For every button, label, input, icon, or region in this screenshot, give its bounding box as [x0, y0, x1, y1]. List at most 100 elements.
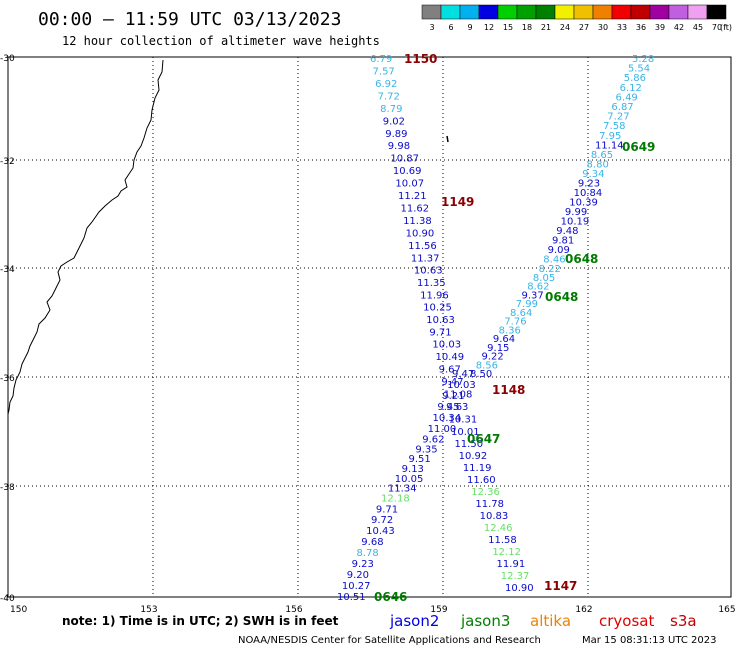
- wave-height-label: 8.80: [587, 160, 609, 171]
- wave-height-label: 11.00: [428, 424, 457, 435]
- wave-height-label: 11.14: [595, 140, 624, 151]
- latitude-tick-label: -38: [0, 483, 15, 493]
- wave-height-label: 9.45: [437, 402, 459, 413]
- wave-height-label: 10.25: [423, 303, 452, 314]
- wave-height-label: 10.83: [480, 511, 509, 522]
- latitude-tick-label: -30: [0, 54, 15, 64]
- wave-height-label: 8.79: [380, 104, 402, 115]
- legend-swatch: [478, 4, 499, 20]
- wave-height-label: 12.37: [501, 571, 530, 582]
- wave-height-label: 9.99: [565, 207, 587, 218]
- map-subtitle: 12 hour collection of altimeter wave hei…: [62, 34, 380, 48]
- legend-swatch: [706, 4, 727, 20]
- wave-height-label: 8.05: [533, 273, 555, 284]
- wave-height-label: 11.58: [488, 535, 517, 546]
- wave-height-label: 9.72: [371, 515, 393, 526]
- pass-time-label: 0648: [545, 290, 578, 304]
- legend-label: 18: [522, 23, 532, 32]
- pass-time-label: 1147: [544, 579, 577, 593]
- wave-height-label: 9.64: [493, 334, 515, 345]
- pass-time-label: 1149: [441, 195, 474, 209]
- legend-label: 39: [655, 23, 665, 32]
- wave-height-label: 6.49: [616, 92, 638, 103]
- wave-height-label: 11.91: [497, 559, 526, 570]
- wave-height-label: 7.95: [599, 131, 621, 142]
- longitude-tick-label: 165: [718, 605, 735, 615]
- wave-height-label: 11.96: [420, 290, 449, 301]
- wave-height-label: 9.71: [429, 327, 451, 338]
- wave-height-label: 10.34: [433, 413, 462, 424]
- wave-height-label: 10.69: [393, 166, 422, 177]
- wave-height-label: 9.15: [487, 343, 509, 354]
- legend-label: 9: [467, 23, 472, 32]
- wave-height-label: 8.50: [470, 369, 492, 380]
- wave-height-label: 9.20: [347, 570, 369, 581]
- wave-height-label: 9.34: [582, 169, 604, 180]
- wave-height-label: 8.62: [527, 282, 549, 293]
- legend-label: 42: [674, 23, 684, 32]
- australian-coastline: [7, 59, 164, 415]
- wave-height-label: 11.38: [403, 216, 432, 227]
- credit-agency: NOAA/NESDIS Center for Satellite Applica…: [238, 635, 541, 646]
- latitude-tick-label: -32: [0, 157, 15, 167]
- wave-height-label: 10.03: [432, 340, 461, 351]
- wave-height-label: 11.56: [408, 241, 437, 252]
- longitude-tick-label: 150: [10, 605, 27, 615]
- color-legend: 3 6 9 12 15 18 21 24 27 30 33 36 39 42 45 70(ft): [421, 4, 732, 32]
- wave-height-label: 10.63: [426, 315, 455, 326]
- wave-height-label: 9.89: [385, 129, 407, 140]
- legend-swatch: [649, 4, 670, 20]
- wave-height-label: 9.98: [388, 141, 410, 152]
- legend-label: 21: [541, 23, 551, 32]
- wave-height-label: 9.23: [352, 559, 374, 570]
- wave-height-label: 9.22: [481, 352, 503, 363]
- wave-height-label: 8.78: [356, 548, 378, 559]
- pass-time-label: 0647: [467, 432, 500, 446]
- latitude-tick-label: -36: [0, 374, 15, 384]
- wave-height-label: 10.19: [561, 217, 590, 228]
- footer-note: note: 1) Time is in UTC; 2) SWH is in fe…: [62, 614, 339, 628]
- pass-time-label: 1150: [404, 52, 437, 66]
- longitude-tick-label: 159: [430, 605, 447, 615]
- wave-height-label: 10.27: [342, 581, 371, 592]
- wave-height-label: 10.49: [436, 352, 465, 363]
- wave-height-label: 10.31: [449, 414, 478, 425]
- legend-label: 45: [693, 23, 703, 32]
- wave-height-label: 10.39: [569, 198, 598, 209]
- legend-swatch: [687, 4, 708, 20]
- wave-height-label: 9.68: [361, 537, 383, 548]
- legend-label: 36: [636, 23, 646, 32]
- wave-height-label: 9.62: [422, 434, 444, 445]
- wave-height-label: 11.37: [411, 253, 440, 264]
- legend-swatch: [554, 4, 575, 20]
- map-frame: [7, 56, 732, 598]
- wave-height-label: 5.86: [624, 73, 646, 84]
- satellite-legend: jason2 jason3 altika cryosat s3a: [389, 612, 697, 630]
- latitude-tick-label: -34: [0, 265, 15, 275]
- pass-time-label: 1148: [492, 383, 525, 397]
- latitude-tick-label: -40: [0, 594, 15, 604]
- wave-height-label: 11.50: [454, 439, 483, 450]
- wave-height-label: 10.90: [406, 228, 435, 239]
- satellite-name: cryosat: [599, 612, 654, 630]
- wave-height-label: 10.90: [505, 583, 534, 594]
- wave-height-label: 10.92: [459, 451, 488, 462]
- pass-time-labels: 1150 1149 1148 1147 0649 0648 0648 0647 0646: [374, 52, 655, 604]
- legend-swatch: [573, 4, 594, 20]
- wave-height-label: 6.12: [620, 83, 642, 94]
- wave-height-label: 11.19: [463, 463, 492, 474]
- wave-height-label: 11.21: [398, 191, 427, 202]
- legend-swatch: [592, 4, 613, 20]
- wave-height-label: 9.21: [442, 391, 464, 402]
- legend-swatch: [421, 4, 442, 20]
- wave-height-label: 10.51: [337, 592, 366, 603]
- legend-unit: (ft): [720, 23, 732, 32]
- wave-height-label: 10.87: [390, 154, 419, 165]
- wave-height-label: 7.27: [607, 112, 629, 123]
- wave-height-label: 9.81: [552, 236, 574, 247]
- wave-height-label: 8.64: [510, 308, 532, 319]
- wave-height-label: 10.05: [395, 474, 424, 485]
- satellite-name: jason3: [460, 612, 510, 630]
- wave-height-label: 10.63: [414, 266, 443, 277]
- wave-height-label: 9.37: [521, 290, 543, 301]
